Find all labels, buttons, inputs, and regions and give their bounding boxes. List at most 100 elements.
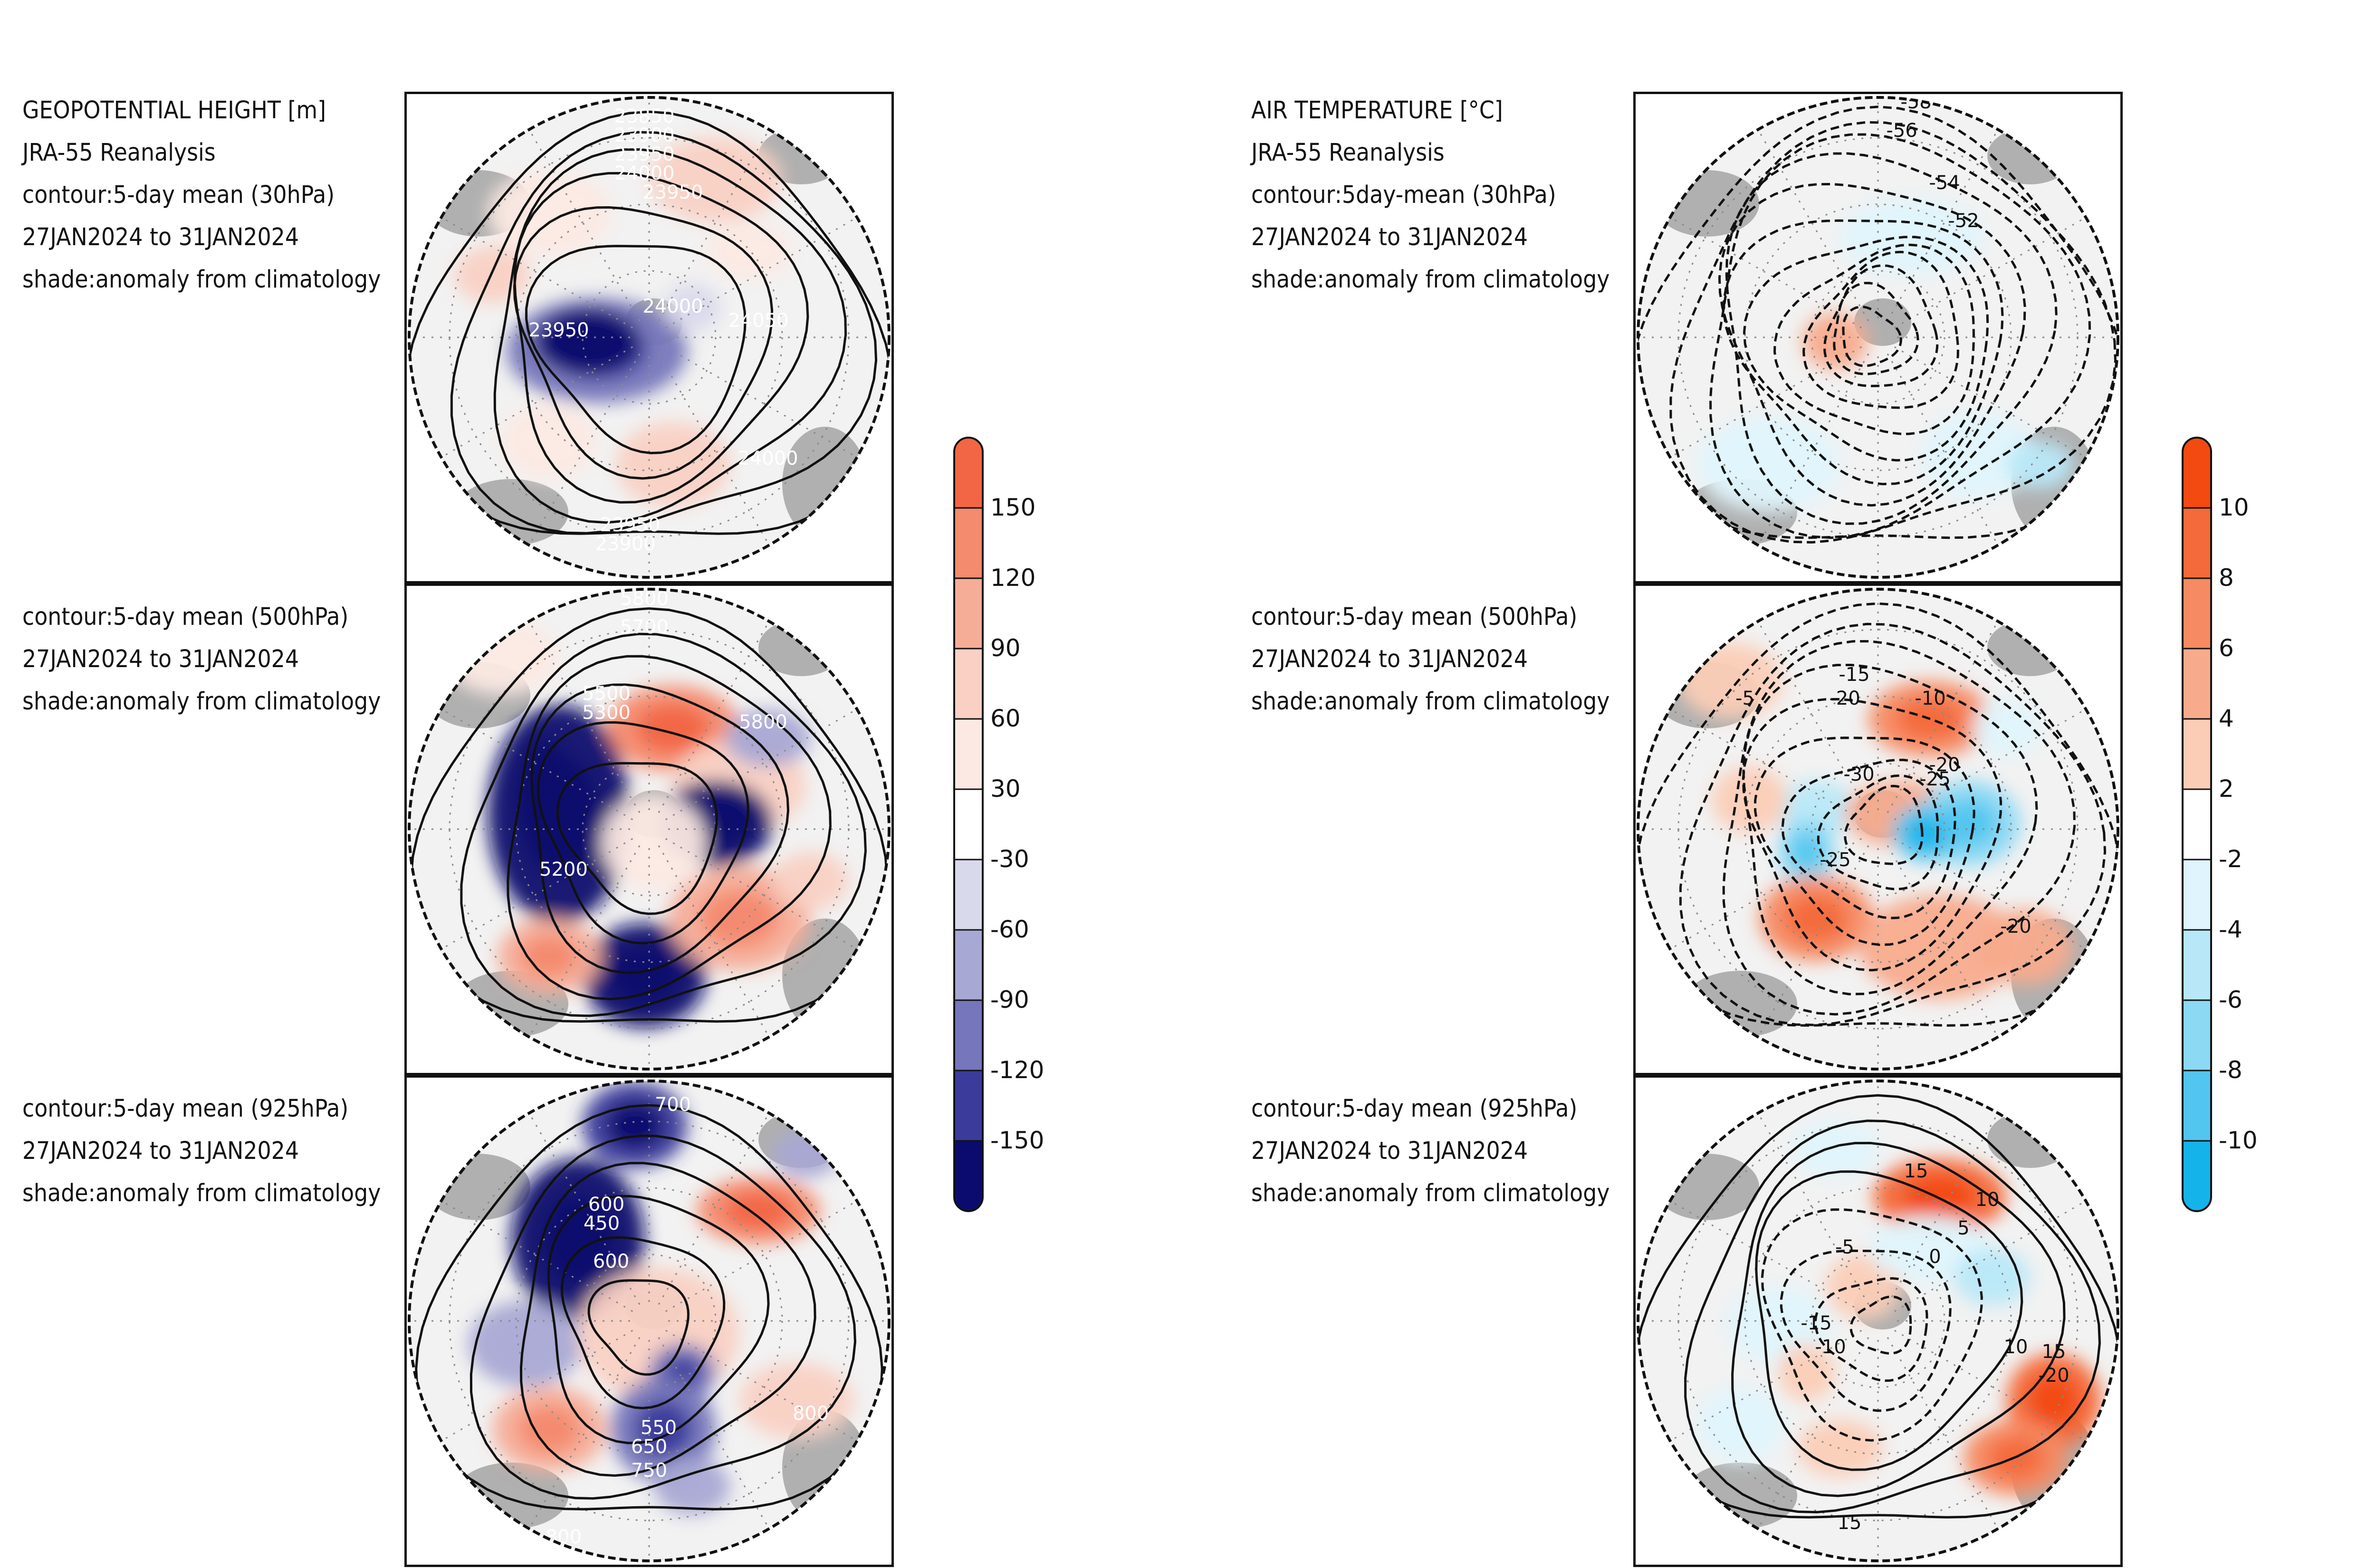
anomaly-patch xyxy=(1778,1344,1835,1401)
contour-label: 800 xyxy=(546,1526,582,1548)
right-title-line: shade:anomaly from climatology xyxy=(1251,266,1610,294)
contour-lines xyxy=(1638,1094,2118,1519)
contour-label: 5700 xyxy=(620,616,669,638)
anomaly-core xyxy=(2028,1375,2080,1427)
graticule xyxy=(1638,1081,2118,1561)
right-title-block: AIR TEMPERATURE [°C] JRA-55 Reanalysis c… xyxy=(1251,89,1610,301)
colorbar-tick-label: 10 xyxy=(2219,494,2249,521)
left-low-block: contour:5-day mean (925hPa) 27JAN2024 to… xyxy=(22,1088,381,1214)
colorbar-tick-label: -60 xyxy=(990,916,1029,943)
left-mid-block: contour:5-day mean (500hPa) 27JAN2024 to… xyxy=(22,596,381,723)
colorbar-swatch xyxy=(954,1071,983,1141)
contour-lines xyxy=(415,1104,883,1511)
contour-label: 10 xyxy=(1975,1189,2000,1211)
anomaly-core xyxy=(700,889,779,947)
contour-label: -10 xyxy=(1815,1336,1846,1358)
contour-label: 5800 xyxy=(620,588,669,610)
colorbar-swatch xyxy=(954,719,983,790)
contour-line xyxy=(519,1162,816,1477)
polar-map-svg: -58-56-54-52 xyxy=(1637,96,2119,579)
land-mass xyxy=(1683,1463,1797,1529)
contour-label: 23950 xyxy=(614,143,674,165)
right-low-line: 27JAN2024 to 31JAN2024 xyxy=(1251,1137,1528,1165)
contour-line xyxy=(1833,282,1919,375)
map-boundary xyxy=(408,588,891,1071)
contour-line xyxy=(1754,736,1975,947)
colorbar-swatch xyxy=(954,789,983,860)
anomaly-patch xyxy=(725,709,811,766)
contour-label: 24000 xyxy=(642,296,703,317)
anomaly-patch xyxy=(445,619,559,695)
contour-label: 750 xyxy=(631,1460,667,1482)
temp-925hpa-map: 15 10 5 -5 0 -15 -10 10 15 -20 15 xyxy=(1633,1075,2123,1567)
land-mass xyxy=(1987,127,2073,184)
contour-line xyxy=(530,683,790,974)
land-mass xyxy=(426,1154,530,1220)
colorbar-svg: 10 8 6 4 2 -2 -4 -6 -8 -10 xyxy=(2182,437,2258,1212)
left-low-line: shade:anomaly from climatology xyxy=(22,1179,381,1207)
anomaly-patch xyxy=(1840,199,1983,275)
contour-line xyxy=(410,607,889,1023)
contour-label: -5 xyxy=(1835,1236,1854,1258)
anomaly-patch xyxy=(1859,895,2021,999)
contour-label: 550 xyxy=(641,1417,677,1439)
contour-line xyxy=(1725,152,2058,525)
contour-line xyxy=(415,1104,883,1511)
anomaly-patch xyxy=(654,1458,730,1515)
land-mass xyxy=(1854,298,1911,346)
contour-line xyxy=(1722,640,2076,1016)
contour-line xyxy=(493,148,847,524)
colorbar-outline xyxy=(2182,437,2212,1212)
anomaly-patch xyxy=(1697,417,1840,512)
anomaly-patch xyxy=(1712,766,1788,833)
anomaly-core xyxy=(520,936,578,977)
contour-lines xyxy=(410,607,889,1023)
colorbar-swatch xyxy=(954,649,983,719)
contour-label: 0 xyxy=(1929,1246,1941,1268)
colorbar-tick-label: -150 xyxy=(990,1127,1044,1154)
temp-500hpa-map: -15 -20 -10 -20 -30 -25 -25 -5 -20 xyxy=(1633,583,2123,1075)
contour-lines xyxy=(409,110,889,535)
colorbar-swatch xyxy=(2183,1071,2211,1141)
anomaly-patch xyxy=(1792,1120,1878,1177)
anomaly-shading xyxy=(1678,643,2073,999)
land-mass xyxy=(1655,170,1759,237)
contour-label: -15 xyxy=(1801,1312,1831,1334)
contour-label: 10 xyxy=(2004,1336,2028,1358)
left-mid-line: contour:5-day mean (500hPa) xyxy=(22,603,349,631)
colorbar-swatch xyxy=(954,1000,983,1071)
land-mass xyxy=(1683,971,1797,1037)
contour-label: 5300 xyxy=(582,702,631,724)
contour-line xyxy=(469,1134,857,1500)
contour-line xyxy=(1780,1249,1952,1412)
anomaly-patch xyxy=(1726,1287,1830,1363)
land-mass xyxy=(1987,619,2073,676)
contour-line xyxy=(513,172,809,504)
contour-label: 23900 xyxy=(614,124,674,146)
anomaly-patch xyxy=(1921,412,2035,498)
contour-line xyxy=(537,721,749,945)
anomaly-core xyxy=(541,1195,614,1284)
contour-label: 24000 xyxy=(614,163,674,184)
right-title-line: JRA-55 Reanalysis xyxy=(1251,139,1445,167)
gph-colorbar: 150 120 90 60 30 -30 -60 -90 -120 -150 xyxy=(950,435,1107,1214)
contour-line xyxy=(1755,1170,2023,1471)
anomaly-patch xyxy=(616,422,730,507)
gph-925hpa-map: 700 600 450 600 550 650 750 800 800 xyxy=(404,1075,894,1567)
contour-label: -56 xyxy=(1886,120,1917,142)
anomaly-patch xyxy=(1802,313,1868,370)
anomaly-core xyxy=(558,323,616,360)
colorbar-tick-label: 2 xyxy=(2219,775,2234,803)
gph-500hpa-map: 5800 5700 5500 5300 5800 5200 xyxy=(404,583,894,1075)
right-mid-block: contour:5-day mean (500hPa) 27JAN2024 to… xyxy=(1251,596,1610,723)
contour-line xyxy=(1823,264,1939,387)
colorbar-swatch xyxy=(2183,789,2211,860)
contour-label: 5500 xyxy=(582,683,631,705)
contour-label: -25 xyxy=(1919,768,1950,790)
land-mass xyxy=(1987,1111,2073,1168)
contour-label: -20 xyxy=(2038,1365,2069,1386)
contour-label: -10 xyxy=(1915,688,1945,709)
contour-label: 24000 xyxy=(738,448,798,469)
